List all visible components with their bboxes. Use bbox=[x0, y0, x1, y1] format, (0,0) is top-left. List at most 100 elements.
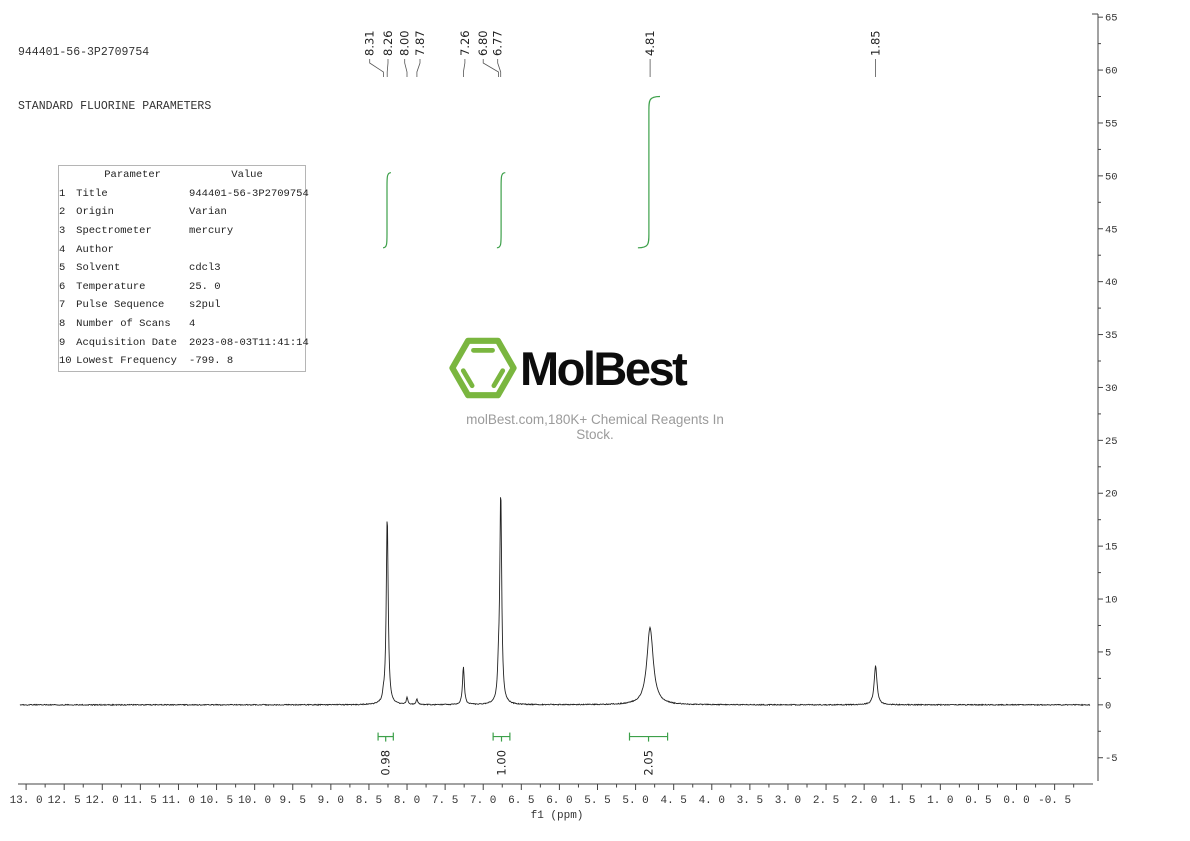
x-axis-tick-label: 1. 5 bbox=[889, 795, 915, 807]
parameter-row: 3 Spectrometer mercury bbox=[59, 222, 306, 241]
x-axis-tick-label: -0. 5 bbox=[1038, 795, 1071, 807]
param-value: -799. 8 bbox=[189, 355, 234, 368]
x-axis-tick-label: 8. 0 bbox=[394, 795, 420, 807]
parameter-row: 6 Temperature 25. 0 bbox=[59, 278, 306, 297]
param-value bbox=[189, 240, 305, 259]
parameter-row: 5 Solvent cdcl3 bbox=[59, 259, 306, 278]
parameter-row: 9 Acquisition Date 2023-08-03T11:41:14 bbox=[59, 333, 309, 352]
integral-curve bbox=[496, 172, 506, 249]
y-axis-tick-label: 30 bbox=[1105, 383, 1118, 395]
param-name: Solvent bbox=[76, 262, 121, 275]
x-axis-tick-label: 4. 0 bbox=[699, 795, 725, 807]
param-value: 944401-56-3P2709754 bbox=[189, 187, 309, 200]
param-name: Origin bbox=[76, 206, 114, 219]
x-axis-tick-label: 12. 0 bbox=[86, 795, 119, 807]
param-name: Temperature bbox=[76, 280, 146, 293]
param-value: cdcl3 bbox=[189, 262, 221, 275]
param-num: 10 bbox=[59, 355, 72, 368]
parameter-row: 2 Origin Varian bbox=[59, 203, 306, 222]
molbest-logo: MolBest bbox=[449, 335, 688, 401]
x-axis-tick-label: 10. 0 bbox=[238, 795, 271, 807]
logo-tagline: molBest.com,180K+ Chemical Reagents In S… bbox=[466, 412, 724, 442]
integration-value-label: 1.00 bbox=[495, 750, 509, 776]
peak-ppm-label: 4.81 bbox=[643, 30, 657, 56]
x-axis-tick-label: 1. 0 bbox=[927, 795, 953, 807]
x-axis-tick-label: 0. 5 bbox=[965, 795, 991, 807]
x-axis-tick-label: 5. 5 bbox=[584, 795, 610, 807]
y-axis-tick-label: 35 bbox=[1105, 330, 1118, 342]
param-num: 6 bbox=[59, 280, 66, 293]
parameter-row: 1 Title 944401-56-3P2709754 bbox=[59, 185, 309, 204]
value-col-header: Value bbox=[231, 169, 263, 182]
parameter-row: 4 Author bbox=[59, 240, 306, 259]
y-axis-tick-label: 55 bbox=[1105, 118, 1118, 130]
param-num: 8 bbox=[59, 318, 66, 331]
experiment-name: STANDARD FLUORINE PARAMETERS bbox=[18, 100, 212, 113]
integration-value-label: 2.05 bbox=[642, 750, 656, 776]
y-axis-tick-label: -5 bbox=[1105, 753, 1118, 765]
peak-ppm-label: 1.85 bbox=[869, 30, 883, 56]
x-axis-tick-label: 11. 0 bbox=[162, 795, 195, 807]
x-axis-title: f1 (ppm) bbox=[531, 810, 584, 822]
y-axis-tick-label: 45 bbox=[1105, 224, 1118, 236]
y-axis-tick-label: 15 bbox=[1105, 542, 1118, 554]
x-axis-tick-label: 2. 5 bbox=[813, 795, 839, 807]
x-axis-tick-label: 9. 5 bbox=[280, 795, 306, 807]
y-axis-tick-label: 10 bbox=[1105, 595, 1118, 607]
peak-ppm-label: 8.31 bbox=[363, 30, 377, 56]
param-num: 4 bbox=[59, 243, 66, 256]
parameter-table: Parameter Value 1 Title 944401-56-3P270975… bbox=[58, 165, 309, 372]
param-name: Spectrometer bbox=[76, 225, 152, 238]
x-axis-tick-label: 9. 0 bbox=[318, 795, 344, 807]
param-name: Author bbox=[76, 243, 114, 256]
param-num: 1 bbox=[59, 187, 66, 200]
x-axis-tick-label: 11. 5 bbox=[124, 795, 157, 807]
parameter-row: 10 Lowest Frequency -799. 8 bbox=[59, 352, 306, 371]
peak-ppm-label: 6.77 bbox=[491, 30, 505, 56]
report-header: 944401-56-3P2709754 STANDARD FLUORINE PA… bbox=[18, 8, 211, 152]
param-value: Varian bbox=[189, 206, 227, 219]
param-name: Acquisition Date bbox=[76, 336, 177, 349]
peak-label-connector bbox=[386, 59, 389, 77]
peak-ppm-label: 8.26 bbox=[381, 30, 395, 56]
param-num: 2 bbox=[59, 206, 66, 219]
peak-label-connector bbox=[416, 59, 421, 77]
param-name: Number of Scans bbox=[76, 318, 171, 331]
peak-ppm-label: 7.26 bbox=[458, 30, 472, 56]
parameter-row: 7 Pulse Sequence s2pul bbox=[59, 296, 306, 315]
x-axis-tick-label: 3. 5 bbox=[737, 795, 763, 807]
x-axis-tick-label: 13. 0 bbox=[10, 795, 43, 807]
param-value: s2pul bbox=[189, 299, 221, 312]
sample-id: 944401-56-3P2709754 bbox=[18, 46, 150, 59]
param-name: Title bbox=[76, 187, 108, 200]
y-axis-tick-label: 25 bbox=[1105, 436, 1118, 448]
integration-value-label: 0.98 bbox=[379, 750, 393, 776]
peak-label-connector bbox=[497, 59, 502, 77]
param-num-col bbox=[59, 166, 77, 185]
peak-label-connector bbox=[463, 59, 466, 77]
y-axis-tick-label: 0 bbox=[1105, 700, 1111, 712]
peak-ppm-label: 7.87 bbox=[413, 30, 427, 56]
parameter-table-header-row: Parameter Value bbox=[59, 166, 306, 185]
y-axis-tick-label: 20 bbox=[1105, 489, 1118, 501]
x-axis-tick-label: 0. 0 bbox=[1003, 795, 1029, 807]
x-axis-tick-label: 7. 0 bbox=[470, 795, 496, 807]
param-name: Pulse Sequence bbox=[76, 299, 165, 312]
param-num: 5 bbox=[59, 262, 66, 275]
peak-ppm-label: 8.00 bbox=[398, 30, 412, 56]
param-value: mercury bbox=[189, 225, 234, 238]
param-value: 2023-08-03T11:41:14 bbox=[189, 336, 309, 349]
x-axis-tick-label: 10. 5 bbox=[200, 795, 233, 807]
param-value: 4 bbox=[189, 318, 196, 331]
param-num: 9 bbox=[59, 336, 66, 349]
peak-ppm-label: 6.80 bbox=[476, 30, 490, 56]
param-value: 25. 0 bbox=[189, 280, 221, 293]
x-axis-tick-label: 6. 5 bbox=[508, 795, 534, 807]
y-axis-tick-label: 5 bbox=[1105, 647, 1111, 659]
x-axis-tick-label: 12. 5 bbox=[48, 795, 81, 807]
spectrum-trace bbox=[19, 497, 1091, 707]
param-name: Lowest Frequency bbox=[76, 355, 177, 368]
param-num: 7 bbox=[59, 299, 66, 312]
